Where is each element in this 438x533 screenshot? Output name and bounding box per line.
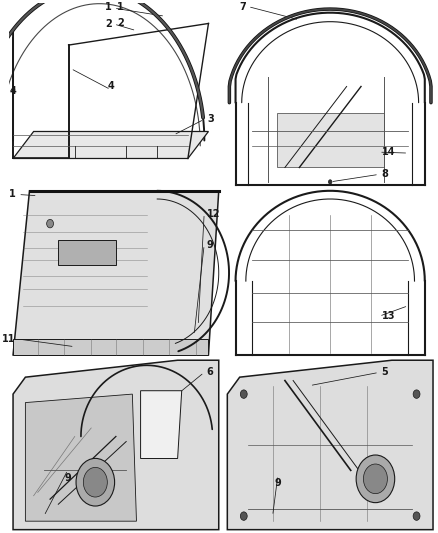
Polygon shape — [25, 394, 137, 521]
Circle shape — [83, 467, 107, 497]
Text: 9: 9 — [207, 240, 213, 250]
Polygon shape — [58, 240, 116, 265]
Text: 5: 5 — [381, 367, 389, 377]
Polygon shape — [227, 360, 433, 530]
Text: 1: 1 — [9, 190, 16, 199]
Circle shape — [356, 455, 395, 503]
Circle shape — [240, 512, 247, 520]
Circle shape — [364, 464, 388, 494]
Polygon shape — [13, 338, 208, 355]
Text: 2: 2 — [117, 18, 124, 28]
Text: 4: 4 — [10, 86, 16, 96]
Polygon shape — [13, 132, 208, 158]
Circle shape — [46, 220, 53, 228]
Circle shape — [240, 390, 247, 398]
Circle shape — [413, 390, 420, 398]
Text: 12: 12 — [207, 208, 220, 219]
Text: 13: 13 — [381, 311, 395, 321]
Text: 8: 8 — [381, 169, 389, 180]
Polygon shape — [13, 360, 219, 530]
Text: 1: 1 — [117, 2, 124, 12]
Text: 9: 9 — [64, 473, 71, 483]
Circle shape — [76, 458, 115, 506]
Text: 4: 4 — [107, 81, 114, 91]
Text: 1: 1 — [105, 2, 112, 12]
Text: 11: 11 — [2, 334, 16, 344]
Polygon shape — [277, 114, 384, 167]
Polygon shape — [13, 191, 219, 355]
Text: 2: 2 — [105, 19, 112, 29]
Text: 14: 14 — [381, 147, 395, 157]
Text: 9: 9 — [275, 478, 281, 488]
Text: 6: 6 — [207, 367, 213, 377]
Text: 3: 3 — [208, 114, 214, 124]
Polygon shape — [141, 391, 182, 458]
Circle shape — [328, 180, 332, 184]
Circle shape — [413, 512, 420, 520]
Text: 7: 7 — [239, 2, 246, 12]
